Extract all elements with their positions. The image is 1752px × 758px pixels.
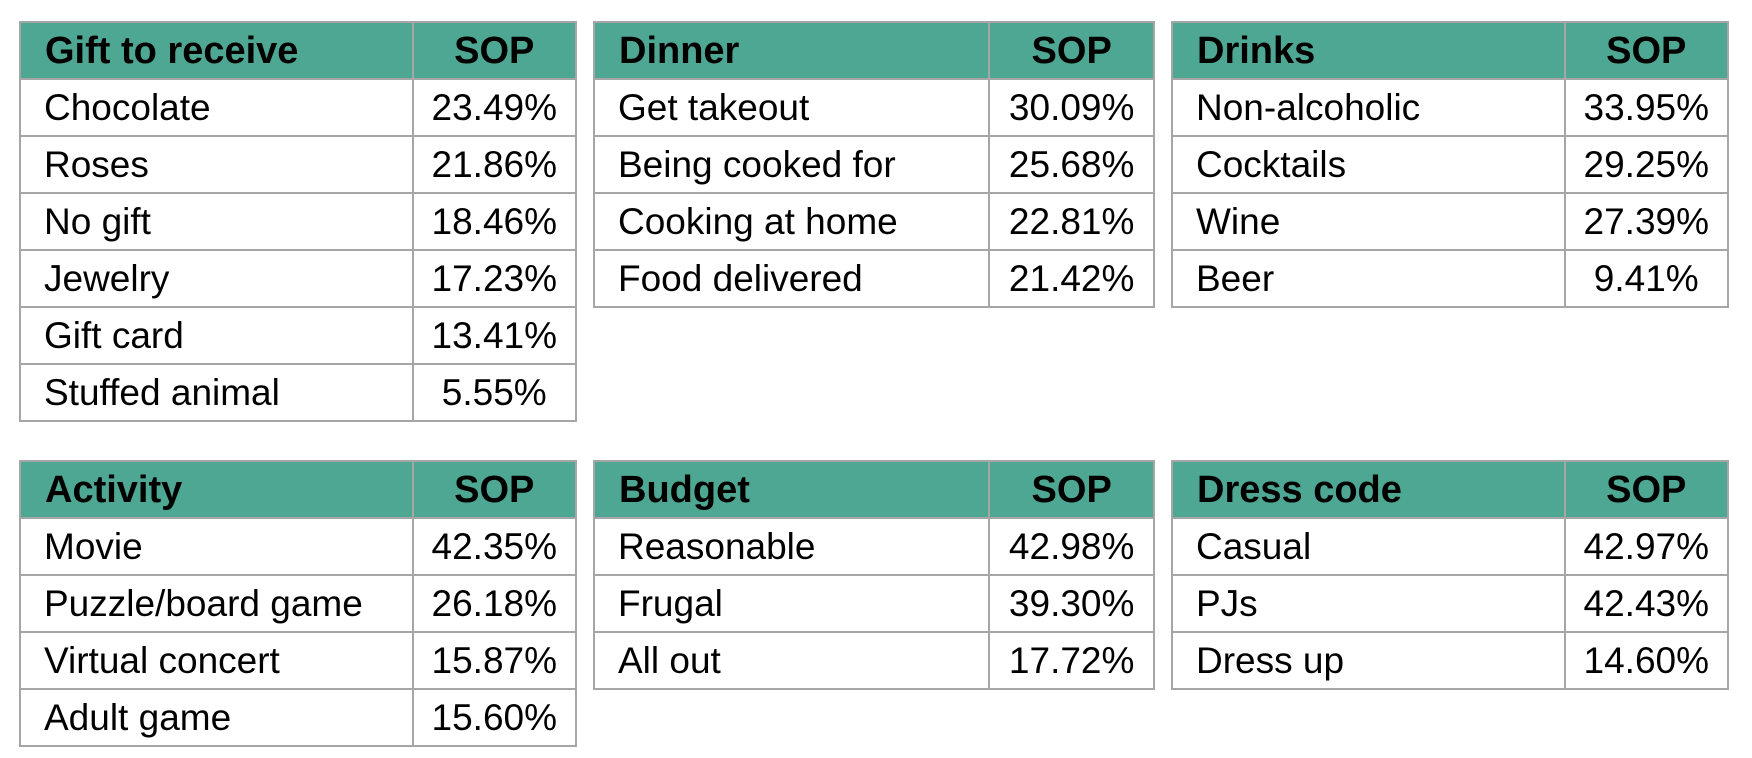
table-row: Being cooked for 25.68% bbox=[592, 135, 1155, 194]
sop-value-cell: 33.95% bbox=[1563, 78, 1730, 137]
table-row: Dress up 14.60% bbox=[1171, 631, 1730, 690]
header-row: Gift to receive SOP bbox=[19, 21, 578, 80]
table-row: Frugal 39.30% bbox=[592, 574, 1155, 633]
table-row: No gift 18.46% bbox=[19, 192, 578, 251]
category-cell: Jewelry bbox=[19, 249, 414, 308]
category-cell: PJs bbox=[1171, 574, 1566, 633]
category-cell: Non-alcoholic bbox=[1171, 78, 1566, 137]
header-row: Budget SOP bbox=[592, 460, 1155, 519]
sop-value-cell: 17.23% bbox=[411, 249, 578, 308]
table-drinks: Drinks SOP Non-alcoholic 33.95% Cocktails 29.… bbox=[1171, 21, 1730, 308]
category-cell: Being cooked for bbox=[592, 135, 991, 194]
sop-value-cell: 18.46% bbox=[411, 192, 578, 251]
table-row: Roses 21.86% bbox=[19, 135, 578, 194]
sop-value-cell: 5.55% bbox=[411, 363, 578, 422]
sop-value-cell: 9.41% bbox=[1563, 249, 1730, 308]
table-budget: Budget SOP Reasonable 42.98% Frugal 39.30% All… bbox=[592, 460, 1155, 690]
sop-value-cell: 21.86% bbox=[411, 135, 578, 194]
category-cell: Casual bbox=[1171, 517, 1566, 576]
category-cell: Food delivered bbox=[592, 249, 991, 308]
table-row: Food delivered 21.42% bbox=[592, 249, 1155, 308]
table-row: Wine 27.39% bbox=[1171, 192, 1730, 251]
sop-value-cell: 14.60% bbox=[1563, 631, 1730, 690]
table-row: All out 17.72% bbox=[592, 631, 1155, 690]
table-row: Reasonable 42.98% bbox=[592, 517, 1155, 576]
category-cell: Beer bbox=[1171, 249, 1566, 308]
sop-value-cell: 25.68% bbox=[988, 135, 1155, 194]
table-row: Gift card 13.41% bbox=[19, 306, 578, 365]
sop-value-cell: 13.41% bbox=[411, 306, 578, 365]
sop-value-cell: 42.35% bbox=[411, 517, 578, 576]
table-row: Jewelry 17.23% bbox=[19, 249, 578, 308]
table-dress-code: Dress code SOP Casual 42.97% PJs 42.43% Dress … bbox=[1171, 460, 1730, 690]
table-row: Get takeout 30.09% bbox=[592, 78, 1155, 137]
table-title: Dress code bbox=[1171, 460, 1566, 519]
table-row: PJs 42.43% bbox=[1171, 574, 1730, 633]
sop-column-header: SOP bbox=[988, 460, 1155, 519]
table-row: Movie 42.35% bbox=[19, 517, 578, 576]
category-cell: Frugal bbox=[592, 574, 991, 633]
header-row: Drinks SOP bbox=[1171, 21, 1730, 80]
header-row: Dinner SOP bbox=[592, 21, 1155, 80]
header-row: Activity SOP bbox=[19, 460, 578, 519]
category-cell: Reasonable bbox=[592, 517, 991, 576]
sop-value-cell: 21.42% bbox=[988, 249, 1155, 308]
table-row: Beer 9.41% bbox=[1171, 249, 1730, 308]
sop-value-cell: 42.43% bbox=[1563, 574, 1730, 633]
table-title: Activity bbox=[19, 460, 414, 519]
category-cell: Virtual concert bbox=[19, 631, 414, 690]
category-cell: Gift card bbox=[19, 306, 414, 365]
sop-value-cell: 15.87% bbox=[411, 631, 578, 690]
sop-column-header: SOP bbox=[411, 460, 578, 519]
category-cell: Dress up bbox=[1171, 631, 1566, 690]
table-row: Virtual concert 15.87% bbox=[19, 631, 578, 690]
sop-value-cell: 29.25% bbox=[1563, 135, 1730, 194]
category-cell: Chocolate bbox=[19, 78, 414, 137]
sop-column-header: SOP bbox=[988, 21, 1155, 80]
sop-value-cell: 27.39% bbox=[1563, 192, 1730, 251]
category-cell: Stuffed animal bbox=[19, 363, 414, 422]
table-activity: Activity SOP Movie 42.35% Puzzle/board game 2… bbox=[19, 460, 578, 747]
table-row: Puzzle/board game 26.18% bbox=[19, 574, 578, 633]
sop-value-cell: 42.98% bbox=[988, 517, 1155, 576]
sop-value-cell: 23.49% bbox=[411, 78, 578, 137]
sop-value-cell: 22.81% bbox=[988, 192, 1155, 251]
category-cell: Movie bbox=[19, 517, 414, 576]
table-title: Budget bbox=[592, 460, 991, 519]
table-row: Casual 42.97% bbox=[1171, 517, 1730, 576]
category-cell: Wine bbox=[1171, 192, 1566, 251]
table-title: Dinner bbox=[592, 21, 991, 80]
category-cell: Cooking at home bbox=[592, 192, 991, 251]
header-row: Dress code SOP bbox=[1171, 460, 1730, 519]
category-cell: Puzzle/board game bbox=[19, 574, 414, 633]
sop-value-cell: 42.97% bbox=[1563, 517, 1730, 576]
category-cell: All out bbox=[592, 631, 991, 690]
sop-column-header: SOP bbox=[1563, 21, 1730, 80]
category-cell: Cocktails bbox=[1171, 135, 1566, 194]
table-dinner: Dinner SOP Get takeout 30.09% Being cooked f… bbox=[592, 21, 1155, 308]
table-title: Drinks bbox=[1171, 21, 1566, 80]
table-row: Cooking at home 22.81% bbox=[592, 192, 1155, 251]
table-row: Non-alcoholic 33.95% bbox=[1171, 78, 1730, 137]
sop-value-cell: 17.72% bbox=[988, 631, 1155, 690]
sop-column-header: SOP bbox=[1563, 460, 1730, 519]
sop-value-cell: 39.30% bbox=[988, 574, 1155, 633]
table-row: Stuffed animal 5.55% bbox=[19, 363, 578, 422]
sop-value-cell: 26.18% bbox=[411, 574, 578, 633]
category-cell: Adult game bbox=[19, 688, 414, 747]
table-title: Gift to receive bbox=[19, 21, 414, 80]
category-cell: Roses bbox=[19, 135, 414, 194]
sop-value-cell: 30.09% bbox=[988, 78, 1155, 137]
sop-column-header: SOP bbox=[411, 21, 578, 80]
table-gift-to-receive: Gift to receive SOP Chocolate 23.49% Roses 21… bbox=[19, 21, 578, 422]
category-cell: No gift bbox=[19, 192, 414, 251]
category-cell: Get takeout bbox=[592, 78, 991, 137]
sop-value-cell: 15.60% bbox=[411, 688, 578, 747]
table-row: Adult game 15.60% bbox=[19, 688, 578, 747]
table-row: Chocolate 23.49% bbox=[19, 78, 578, 137]
table-row: Cocktails 29.25% bbox=[1171, 135, 1730, 194]
